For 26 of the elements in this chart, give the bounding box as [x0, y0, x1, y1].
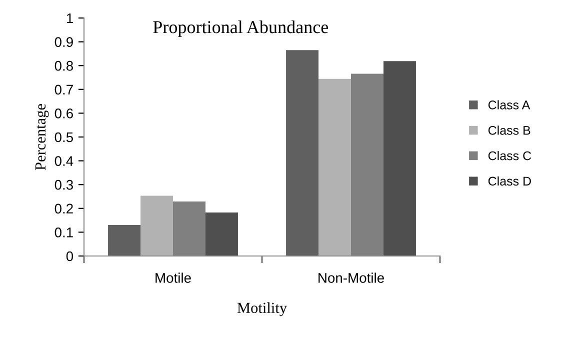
y-tick-label: 0.6: [54, 108, 73, 118]
y-tick-label: 0: [66, 251, 74, 262]
y-tick-label: 0.9: [54, 37, 73, 47]
y-tick-label: 0.8: [54, 60, 73, 71]
y-tick-label: 0.4: [54, 156, 74, 166]
bar: [318, 78, 351, 256]
bar: [286, 50, 319, 256]
legend-label: Class A: [488, 100, 530, 110]
legend-label: Class C: [488, 151, 532, 160]
y-tick-label: 0.3: [54, 180, 73, 190]
y-tick-label: 0.2: [54, 204, 73, 214]
bar: [140, 196, 173, 256]
bar: [383, 61, 416, 256]
bar: [205, 212, 238, 256]
y-tick-label: 0.7: [54, 84, 73, 95]
x-tick-label: Non-Motile: [318, 272, 384, 283]
legend-label: Class D: [488, 176, 531, 186]
legend-label: Class B: [488, 126, 530, 135]
y-axis-title: Percentage: [35, 104, 49, 170]
chart-title: Proportional Abundance: [153, 20, 328, 37]
bar: [108, 225, 141, 256]
x-tick-label: Motile: [156, 272, 191, 283]
y-tick-label: 0.1: [54, 228, 73, 238]
y-tick-label: 0.5: [54, 132, 74, 142]
x-axis-title: Motility: [237, 302, 287, 316]
y-tick-label: 1: [66, 13, 73, 24]
